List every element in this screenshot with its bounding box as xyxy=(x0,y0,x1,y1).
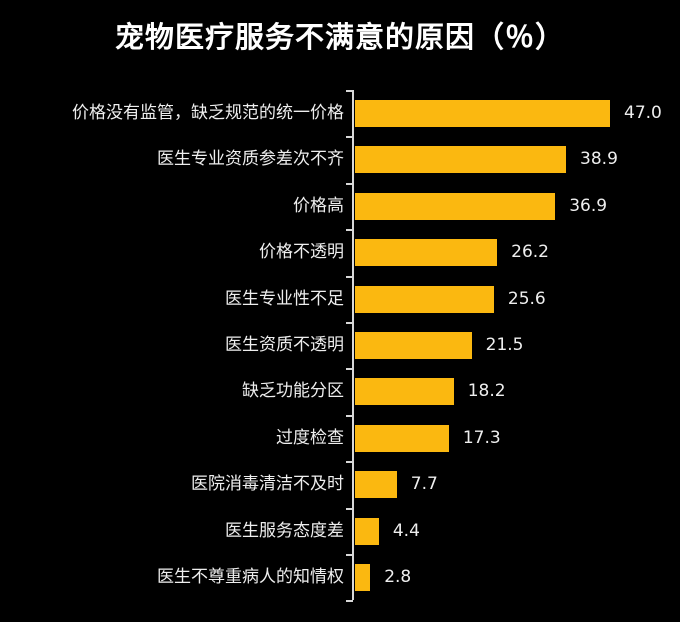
axis-tick xyxy=(346,322,353,324)
category-label: 医生不尊重病人的知情权 xyxy=(157,567,344,587)
axis-tick xyxy=(346,136,353,138)
bar xyxy=(355,239,498,266)
category-label: 价格不透明 xyxy=(259,242,344,262)
bar-row: 价格高 36.9 xyxy=(0,183,680,229)
category-label: 过度检查 xyxy=(276,428,344,448)
axis-tick xyxy=(346,415,353,417)
value-label: 18.2 xyxy=(467,381,506,401)
value-label: 36.9 xyxy=(569,196,608,216)
bar xyxy=(355,193,556,220)
value-label: 4.4 xyxy=(392,521,420,541)
bar-row: 医生专业资质参差次不齐 38.9 xyxy=(0,136,680,182)
axis-tick xyxy=(346,554,353,556)
bar-row: 医生服务态度差 4.4 xyxy=(0,508,680,554)
category-label: 医生专业资质参差次不齐 xyxy=(157,149,344,169)
category-label: 缺乏功能分区 xyxy=(242,381,344,401)
axis-tick xyxy=(346,368,353,370)
category-label: 价格没有监管，缺乏规范的统一价格 xyxy=(72,103,344,123)
axis-tick xyxy=(346,183,353,185)
category-label: 医生资质不透明 xyxy=(225,335,344,355)
value-label: 26.2 xyxy=(511,242,549,262)
bar xyxy=(355,286,494,313)
bar xyxy=(355,378,454,405)
value-label: 25.6 xyxy=(507,289,546,309)
bar-row: 价格没有监管，缺乏规范的统一价格 47.0 xyxy=(0,90,680,136)
plot-area: 价格没有监管，缺乏规范的统一价格 47.0 医生专业资质参差次不齐 38.9 价格高 36… xyxy=(0,90,680,602)
category-label: 价格高 xyxy=(293,196,344,216)
bar-row: 医院消毒清洁不及时 7.7 xyxy=(0,461,680,507)
value-label: 21.5 xyxy=(485,335,524,355)
bar-row: 医生专业性不足 25.6 xyxy=(0,276,680,322)
value-label: 2.8 xyxy=(384,567,412,587)
axis-tick xyxy=(346,90,353,92)
axis-tick xyxy=(346,508,353,510)
category-label: 医生服务态度差 xyxy=(225,521,344,541)
axis-tick xyxy=(346,600,353,602)
category-label: 医院消毒清洁不及时 xyxy=(191,474,344,494)
bar-row: 价格不透明 26.2 xyxy=(0,229,680,275)
category-label: 医生专业性不足 xyxy=(225,289,344,309)
value-label: 38.9 xyxy=(580,149,618,169)
bar xyxy=(355,100,610,127)
bar-row: 缺乏功能分区 18.2 xyxy=(0,368,680,414)
value-label: 47.0 xyxy=(624,103,662,123)
axis-tick xyxy=(346,229,353,231)
value-label: 17.3 xyxy=(462,428,501,448)
axis-tick xyxy=(346,276,353,278)
bar xyxy=(355,332,472,359)
bar xyxy=(355,146,567,173)
bar xyxy=(355,564,371,591)
bar xyxy=(355,425,449,452)
bar-row: 过度检查 17.3 xyxy=(0,415,680,461)
bar xyxy=(355,518,379,545)
chart-title: 宠物医疗服务不满意的原因（％） xyxy=(114,20,565,54)
bar-row: 医生不尊重病人的知情权 2.8 xyxy=(0,554,680,600)
bar xyxy=(355,471,397,498)
bar-row: 医生资质不透明 21.5 xyxy=(0,322,680,368)
axis-tick xyxy=(346,461,353,463)
value-label: 7.7 xyxy=(410,474,438,494)
category-axis xyxy=(352,90,354,600)
